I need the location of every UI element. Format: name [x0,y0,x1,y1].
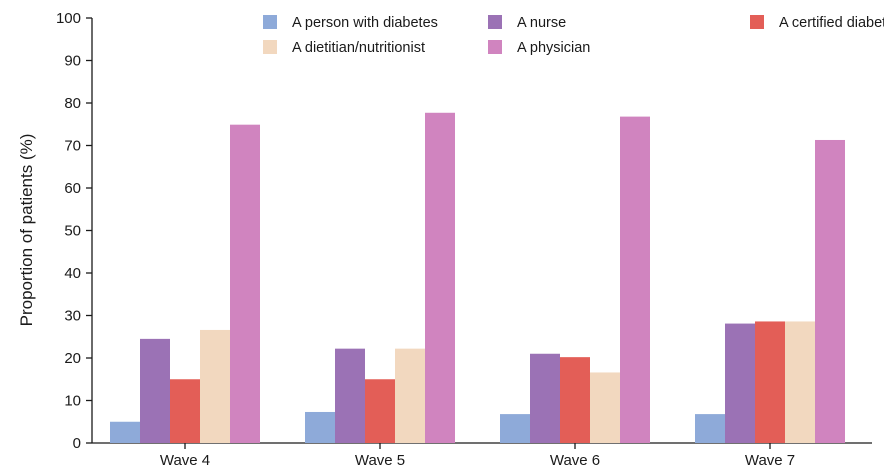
bar-wave-4-a-certified-diabetes-educator [170,379,200,443]
bars [110,112,845,444]
bar-wave-4-a-nurse [140,338,170,443]
bar-wave-6-a-physician [620,116,650,443]
y-tick-label: 10 [64,393,81,410]
legend-label: A physician [517,40,590,56]
legend-swatch [750,15,764,29]
bar-wave-5-a-nurse [335,348,365,443]
y-tick-label: 100 [56,10,81,27]
legend-label: A person with diabetes [292,15,438,31]
bar-wave-5-a-certified-diabetes-educator [365,379,395,443]
x-tick-label: Wave 4 [160,452,210,467]
legend-label: A nurse [517,15,566,31]
legend-label: A dietitian/nutritionist [292,40,425,56]
y-tick-label: 70 [64,138,81,155]
legend-swatch [488,40,502,54]
y-tick-label: 20 [64,350,81,367]
y-tick-label: 0 [73,435,81,452]
y-tick-label: 30 [64,308,81,325]
legend-swatch [263,40,277,54]
y-axis-title: Proportion of patients (%) [17,134,36,327]
x-tick-label: Wave 5 [355,452,405,467]
legend: A person with diabetes A nurse A certified… [263,15,884,56]
bar-wave-5-a-physician [425,112,455,444]
legend-swatch [488,15,502,29]
y-tick-label: 60 [64,180,81,197]
bar-wave-6-a-certified-diabetes-educator [560,357,590,443]
bar-wave-7-a-dietitian-nutritionist [785,321,815,443]
bar-wave-6-a-person-with-diabetes [500,414,530,443]
y-tick-label: 90 [64,53,81,70]
bar-wave-7-a-physician [815,139,845,443]
bar-wave-7-a-nurse [725,323,755,443]
bar-wave-5-a-person-with-diabetes [305,411,335,443]
bar-wave-4-a-physician [230,124,260,444]
bar-wave-4-a-dietitian-nutritionist [200,329,230,443]
bar-wave-6-a-nurse [530,353,560,443]
legend-label: A certified diabetes educator [779,15,884,31]
y-tick-label: 50 [64,223,81,240]
x-tick-label: Wave 6 [550,452,600,467]
y-tick-label: 80 [64,95,81,112]
y-tick-label: 40 [64,265,81,282]
bar-wave-5-a-dietitian-nutritionist [395,348,425,443]
bar-wave-6-a-dietitian-nutritionist [590,372,620,443]
y-axis: 0 10 20 30 40 50 60 70 80 90 100 [56,10,93,452]
bar-wave-7-a-person-with-diabetes [695,414,725,443]
legend-swatch [263,15,277,29]
bar-wave-7-a-certified-diabetes-educator [755,321,785,443]
bar-wave-4-a-person-with-diabetes [110,421,140,443]
x-axis: Wave 4 Wave 5 Wave 6 Wave 7 [92,442,872,467]
x-tick-label: Wave 7 [745,452,795,467]
